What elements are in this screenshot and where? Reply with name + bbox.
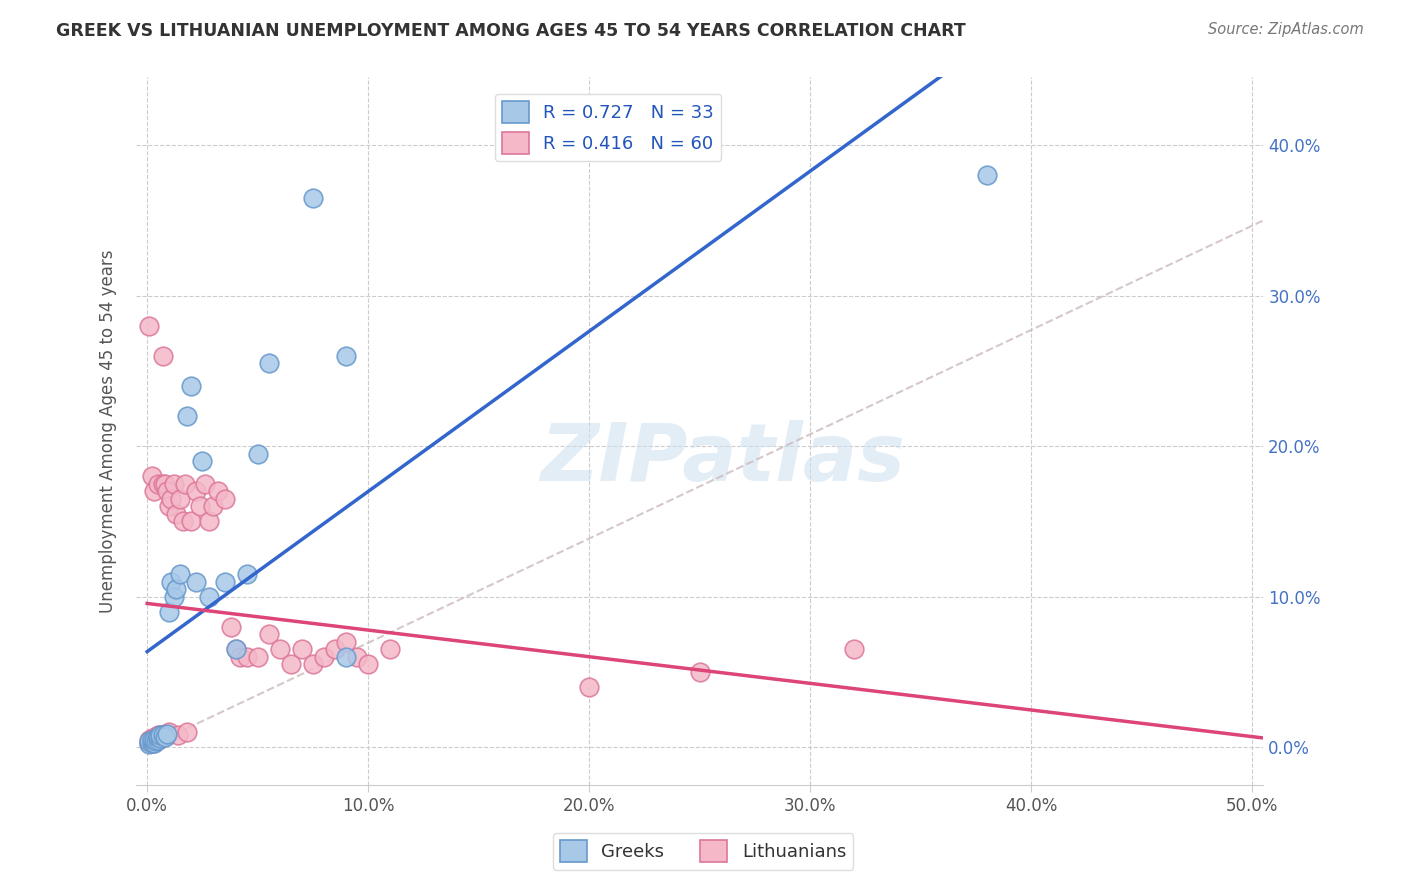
Point xyxy=(145,730,167,744)
Point xyxy=(142,484,165,499)
Point xyxy=(207,484,229,499)
Point xyxy=(335,349,357,363)
Point xyxy=(172,515,194,529)
Point xyxy=(335,634,357,648)
Point xyxy=(141,469,163,483)
Point xyxy=(173,476,195,491)
Legend: R = 0.727   N = 33, R = 0.416   N = 60: R = 0.727 N = 33, R = 0.416 N = 60 xyxy=(495,94,721,161)
Point xyxy=(235,649,257,664)
Y-axis label: Unemployment Among Ages 45 to 54 years: Unemployment Among Ages 45 to 54 years xyxy=(100,250,117,613)
Point xyxy=(163,590,186,604)
Point xyxy=(157,725,180,739)
Point xyxy=(169,567,191,582)
Point xyxy=(235,567,257,582)
Point xyxy=(157,605,180,619)
Point xyxy=(160,491,183,506)
Point xyxy=(152,476,174,491)
Point xyxy=(169,491,191,506)
Point xyxy=(149,731,172,745)
Point xyxy=(141,732,163,747)
Point xyxy=(188,500,211,514)
Point xyxy=(156,726,179,740)
Point xyxy=(257,627,280,641)
Point xyxy=(152,349,174,363)
Point xyxy=(142,736,165,750)
Point xyxy=(142,732,165,747)
Point xyxy=(184,574,207,589)
Point xyxy=(152,730,174,744)
Point xyxy=(357,657,380,672)
Point xyxy=(302,191,325,205)
Point xyxy=(138,736,160,750)
Point xyxy=(335,649,357,664)
Point xyxy=(165,507,187,521)
Point xyxy=(180,515,202,529)
Point xyxy=(280,657,302,672)
Point xyxy=(291,642,314,657)
Point xyxy=(323,642,346,657)
Text: ZIPatlas: ZIPatlas xyxy=(540,420,905,499)
Point xyxy=(157,500,180,514)
Point xyxy=(153,476,176,491)
Point xyxy=(844,642,866,657)
Point xyxy=(153,726,176,740)
Point xyxy=(142,732,165,747)
Point xyxy=(160,574,183,589)
Point xyxy=(156,484,179,499)
Point xyxy=(141,731,163,745)
Point xyxy=(257,356,280,370)
Point xyxy=(138,734,160,748)
Point xyxy=(138,318,160,333)
Point xyxy=(149,728,172,742)
Point xyxy=(214,491,236,506)
Point xyxy=(184,484,207,499)
Point xyxy=(346,649,368,664)
Point xyxy=(194,476,217,491)
Point xyxy=(578,680,600,694)
Point xyxy=(141,736,163,750)
Point xyxy=(219,620,242,634)
Point xyxy=(167,728,190,742)
Point xyxy=(198,515,221,529)
Point xyxy=(149,731,172,745)
Point xyxy=(156,728,179,742)
Point xyxy=(225,642,247,657)
Point xyxy=(225,642,247,657)
Point xyxy=(142,736,165,750)
Point xyxy=(246,447,269,461)
Point xyxy=(148,732,170,747)
Point xyxy=(312,649,335,664)
Point xyxy=(191,454,214,468)
Text: Source: ZipAtlas.com: Source: ZipAtlas.com xyxy=(1208,22,1364,37)
Point xyxy=(141,734,163,748)
Point xyxy=(148,476,170,491)
Point xyxy=(176,725,198,739)
Point xyxy=(380,642,402,657)
Point xyxy=(148,728,170,742)
Point xyxy=(229,649,252,664)
Point xyxy=(138,732,160,747)
Point xyxy=(148,732,170,747)
Point xyxy=(689,665,711,679)
Point xyxy=(149,728,172,742)
Point xyxy=(138,737,160,751)
Point xyxy=(153,730,176,744)
Point xyxy=(163,476,186,491)
Point xyxy=(976,168,998,182)
Point xyxy=(202,500,225,514)
Legend: Greeks, Lithuanians: Greeks, Lithuanians xyxy=(553,833,853,870)
Point xyxy=(152,728,174,742)
Point xyxy=(302,657,325,672)
Point xyxy=(176,409,198,423)
Point xyxy=(246,649,269,664)
Point xyxy=(145,734,167,748)
Point xyxy=(269,642,291,657)
Text: GREEK VS LITHUANIAN UNEMPLOYMENT AMONG AGES 45 TO 54 YEARS CORRELATION CHART: GREEK VS LITHUANIAN UNEMPLOYMENT AMONG A… xyxy=(56,22,966,40)
Point xyxy=(198,590,221,604)
Point xyxy=(180,379,202,393)
Point xyxy=(145,734,167,748)
Point xyxy=(214,574,236,589)
Point xyxy=(165,582,187,596)
Point xyxy=(148,730,170,744)
